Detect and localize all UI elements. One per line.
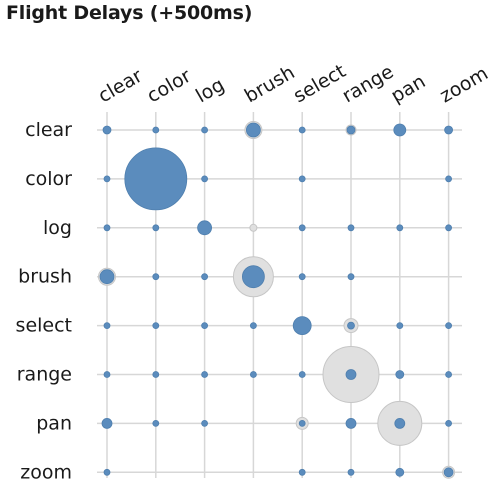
bubble-select-log (201, 322, 209, 330)
row-label-clear: clear (25, 119, 72, 141)
bubble-pan-range (345, 417, 357, 429)
bubble-clear-brush (245, 122, 261, 138)
bubble-clear-color (152, 126, 160, 134)
bubble-brush-select (298, 273, 306, 281)
bubble-brush-brush (241, 265, 265, 289)
bubble-log-range (347, 224, 355, 232)
bubble-range-log (201, 371, 209, 378)
bubble-pan-pan (394, 417, 406, 429)
bubbles (98, 121, 456, 479)
chart-title: Flight Delays (+500ms) (6, 2, 253, 24)
column-label-zoom: zoom (436, 62, 492, 107)
row-label-log: log (43, 217, 72, 239)
bubble-log-select (298, 224, 306, 232)
bubble-clear-zoom (444, 125, 454, 135)
column-label-clear: clear (95, 65, 147, 108)
bubble-log-zoom (445, 224, 453, 232)
bubble-select-range (347, 321, 355, 330)
column-label-select: select (290, 60, 350, 107)
bubble-select-select (292, 316, 312, 336)
bubble-zoom-select (298, 468, 306, 476)
bubble-color-clear (103, 175, 111, 183)
bubble-color-color (124, 147, 188, 211)
row-label-brush: brush (18, 266, 72, 288)
bubble-range-select (298, 371, 306, 378)
column-label-color: color (143, 65, 195, 108)
row-labels: clear color log brush select range pan zoom (16, 119, 73, 483)
bubble-range-zoom (445, 371, 453, 378)
bubble-range-range (345, 369, 357, 380)
bubble-color-select (298, 175, 306, 183)
bubble-pan-select (298, 419, 306, 427)
bubble-clear-clear (102, 125, 112, 135)
bubble-pan-clear (101, 417, 113, 429)
bubble-clear-log (201, 126, 209, 134)
bubble-zoom-clear (103, 468, 111, 476)
bubble-clear-range (346, 125, 356, 135)
row-label-color: color (25, 168, 72, 190)
bubble-log-pan (396, 224, 404, 232)
bubble-select-color (152, 322, 160, 330)
column-label-range: range (339, 61, 398, 108)
bubble-pan-log (201, 419, 209, 427)
bubble-select-brush (249, 322, 257, 330)
bubble-zoom-pan (395, 467, 405, 477)
bubble-range-clear (103, 371, 111, 378)
bubble-log-clear (103, 224, 111, 232)
bubble-clear-pan (393, 123, 407, 137)
bubble-brush-clear (99, 269, 115, 285)
bubble-zoom-zoom (443, 467, 454, 478)
row-label-pan: pan (36, 412, 72, 434)
bubble-color-zoom (445, 175, 453, 183)
bubble-select-pan (396, 322, 404, 330)
bubble-select-zoom (445, 322, 453, 330)
bubble-brush-log (201, 273, 209, 281)
bubble-pan-color (152, 419, 160, 427)
bubble-range-pan (395, 370, 405, 379)
bubble-clear-select (298, 126, 306, 134)
row-label-zoom: zoom (20, 461, 72, 483)
row-label-select: select (16, 315, 72, 337)
bubble-select-clear (103, 322, 111, 330)
bubble-color-log (201, 175, 209, 183)
bubble-grey-log-brush (249, 223, 258, 232)
bubble-range-brush (249, 371, 257, 378)
bubble-zoom-range (347, 468, 355, 476)
bubble-brush-color (152, 273, 160, 281)
bubble-pan-zoom (445, 419, 453, 427)
bubble-log-log (197, 220, 213, 236)
bubble-brush-range (347, 273, 355, 281)
row-label-range: range (17, 364, 72, 386)
column-label-log: log (192, 74, 228, 108)
column-label-brush: brush (241, 61, 299, 107)
bubble-log-color (152, 224, 160, 232)
bubble-range-color (152, 371, 160, 378)
